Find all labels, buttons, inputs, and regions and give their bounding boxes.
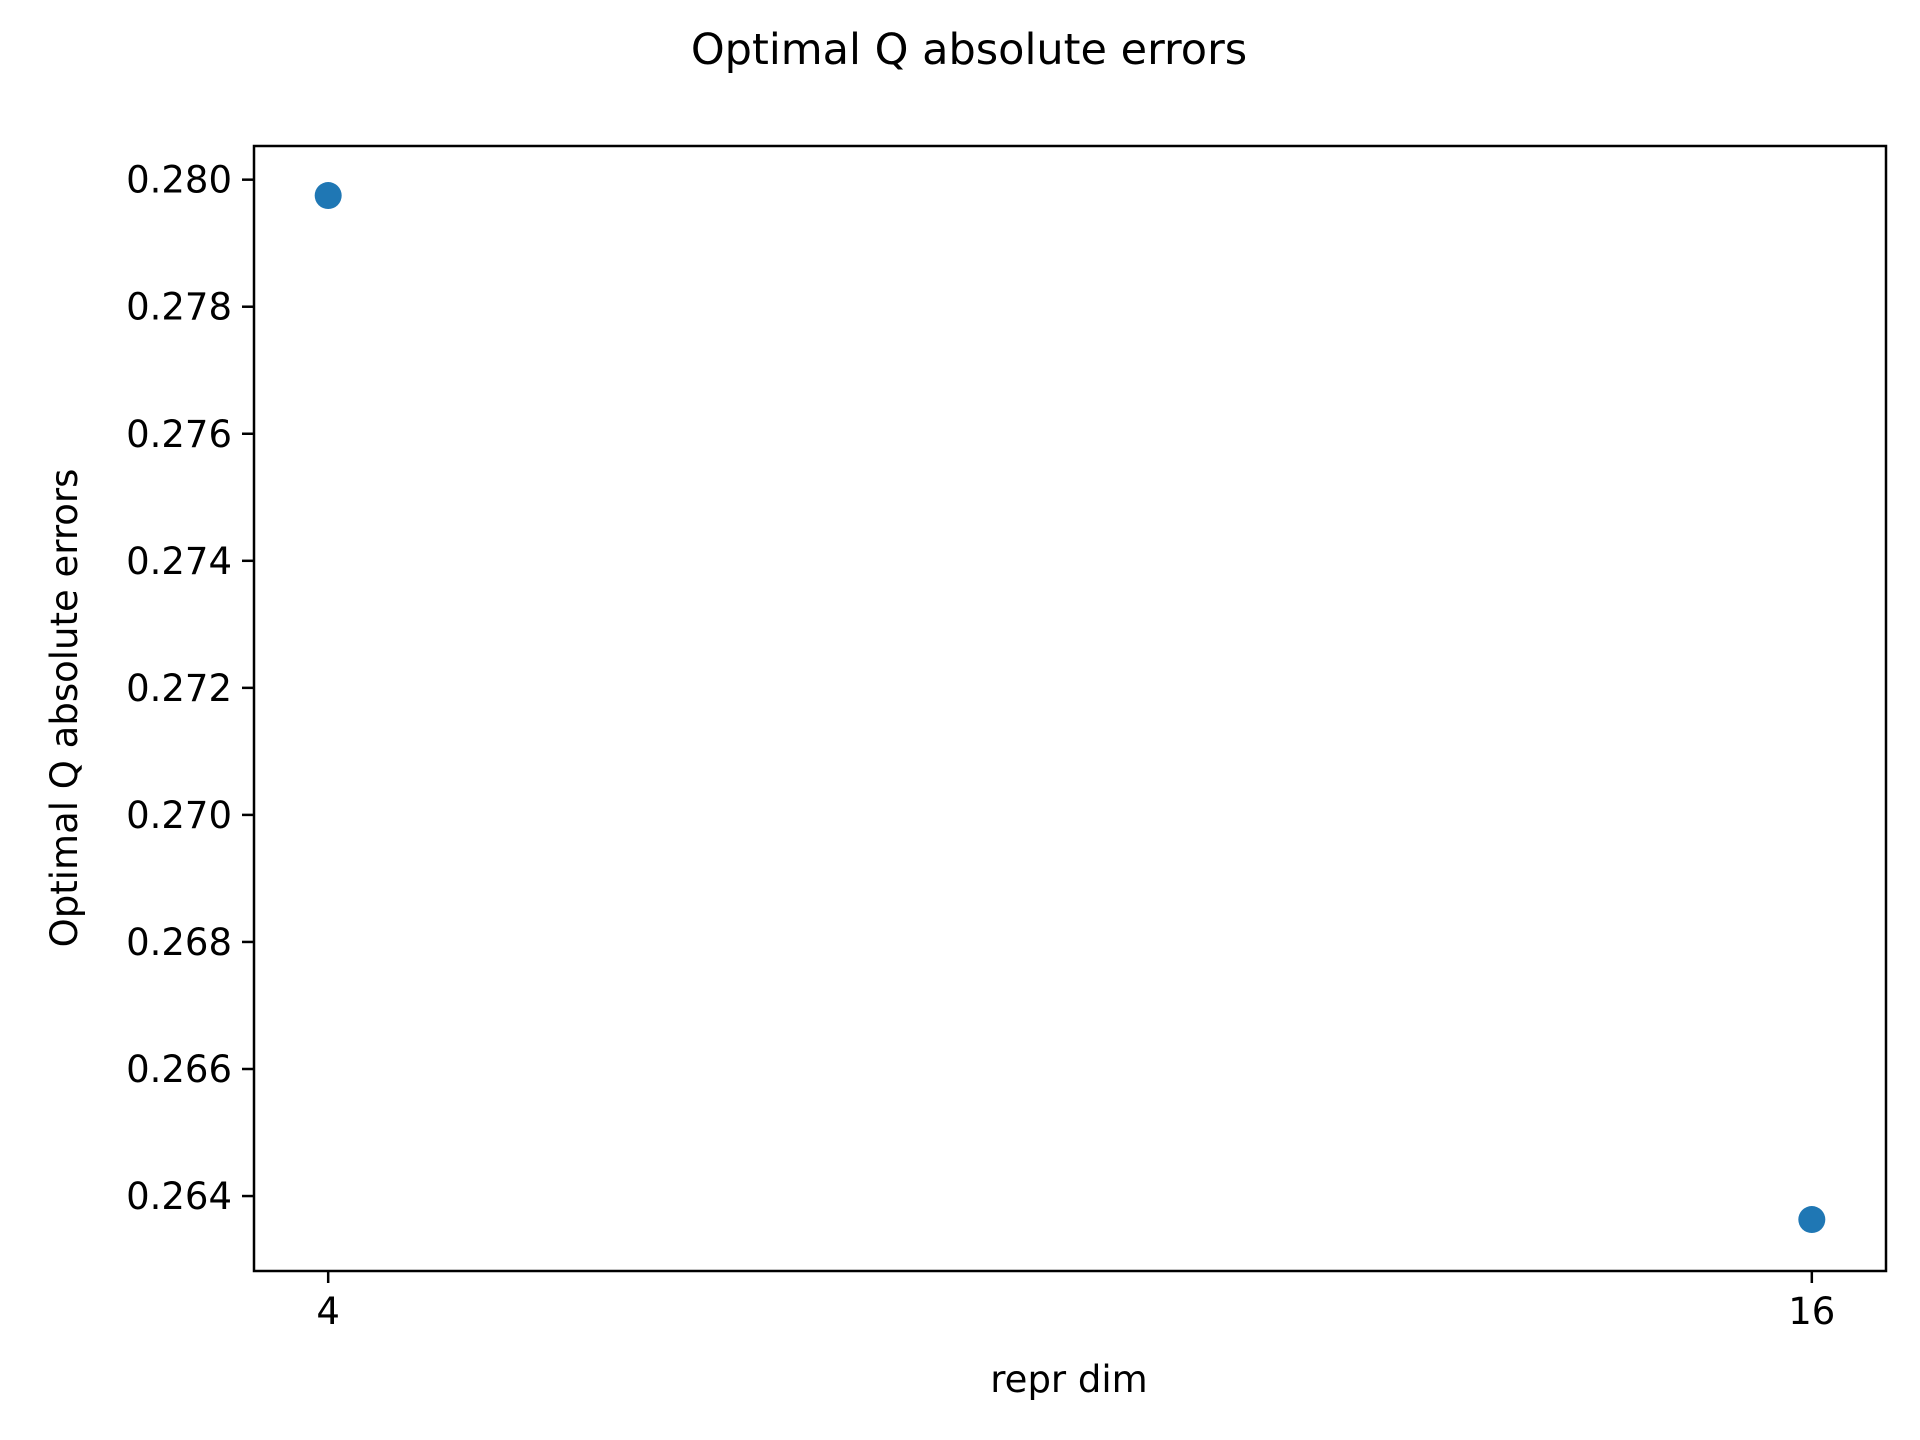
x-tick-label: 4 (316, 1290, 340, 1333)
y-axis-label: Optimal Q absolute errors (43, 469, 86, 948)
y-tick-label: 0.274 (126, 540, 232, 583)
data-point (314, 182, 342, 210)
y-tick-label: 0.278 (126, 286, 232, 329)
x-axis: 4 16 (316, 1271, 1835, 1333)
y-axis: 0.264 0.266 0.268 0.270 0.272 0.274 0.276 0.278… (126, 159, 254, 1218)
y-tick-label: 0.276 (126, 413, 232, 456)
y-tick-label: 0.266 (126, 1048, 232, 1091)
data-point (1798, 1206, 1826, 1234)
y-tick-label: 0.280 (126, 159, 232, 202)
plot-area-frame (252, 144, 1888, 1273)
x-axis-label: repr dim (990, 1358, 1147, 1401)
y-tick-label: 0.270 (126, 794, 232, 837)
y-tick-label: 0.268 (126, 921, 232, 964)
data-points (314, 182, 1826, 1234)
x-tick-label: 16 (1788, 1290, 1835, 1333)
y-tick-label: 0.272 (126, 667, 232, 710)
y-tick-label: 0.264 (126, 1175, 232, 1218)
chart-title: Optimal Q absolute errors (691, 25, 1247, 75)
